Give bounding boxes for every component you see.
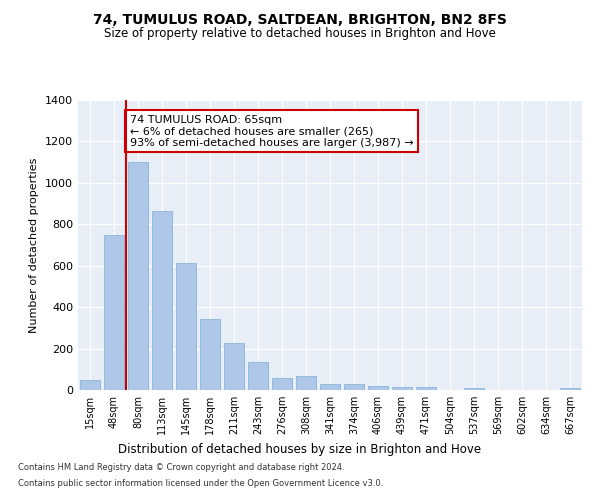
Bar [392,387,412,390]
Text: Distribution of detached houses by size in Brighton and Hove: Distribution of detached houses by size … [118,442,482,456]
Bar [344,384,364,390]
Bar [368,386,388,390]
Bar [152,211,172,390]
Text: Contains HM Land Registry data © Crown copyright and database right 2024.: Contains HM Land Registry data © Crown c… [18,464,344,472]
Bar [200,318,220,390]
Bar [176,262,196,390]
Bar [128,162,148,390]
Text: 74 TUMULUS ROAD: 65sqm
← 6% of detached houses are smaller (265)
93% of semi-det: 74 TUMULUS ROAD: 65sqm ← 6% of detached … [130,114,413,148]
Text: Size of property relative to detached houses in Brighton and Hove: Size of property relative to detached ho… [104,28,496,40]
Bar [80,380,100,390]
Y-axis label: Number of detached properties: Number of detached properties [29,158,40,332]
Bar [104,234,124,390]
Bar [248,362,268,390]
Bar [320,384,340,390]
Bar [272,378,292,390]
Bar [560,388,580,390]
Text: Contains public sector information licensed under the Open Government Licence v3: Contains public sector information licen… [18,478,383,488]
Text: 74, TUMULUS ROAD, SALTDEAN, BRIGHTON, BN2 8FS: 74, TUMULUS ROAD, SALTDEAN, BRIGHTON, BN… [93,12,507,26]
Bar [464,388,484,390]
Bar [224,344,244,390]
Bar [296,376,316,390]
Bar [416,387,436,390]
